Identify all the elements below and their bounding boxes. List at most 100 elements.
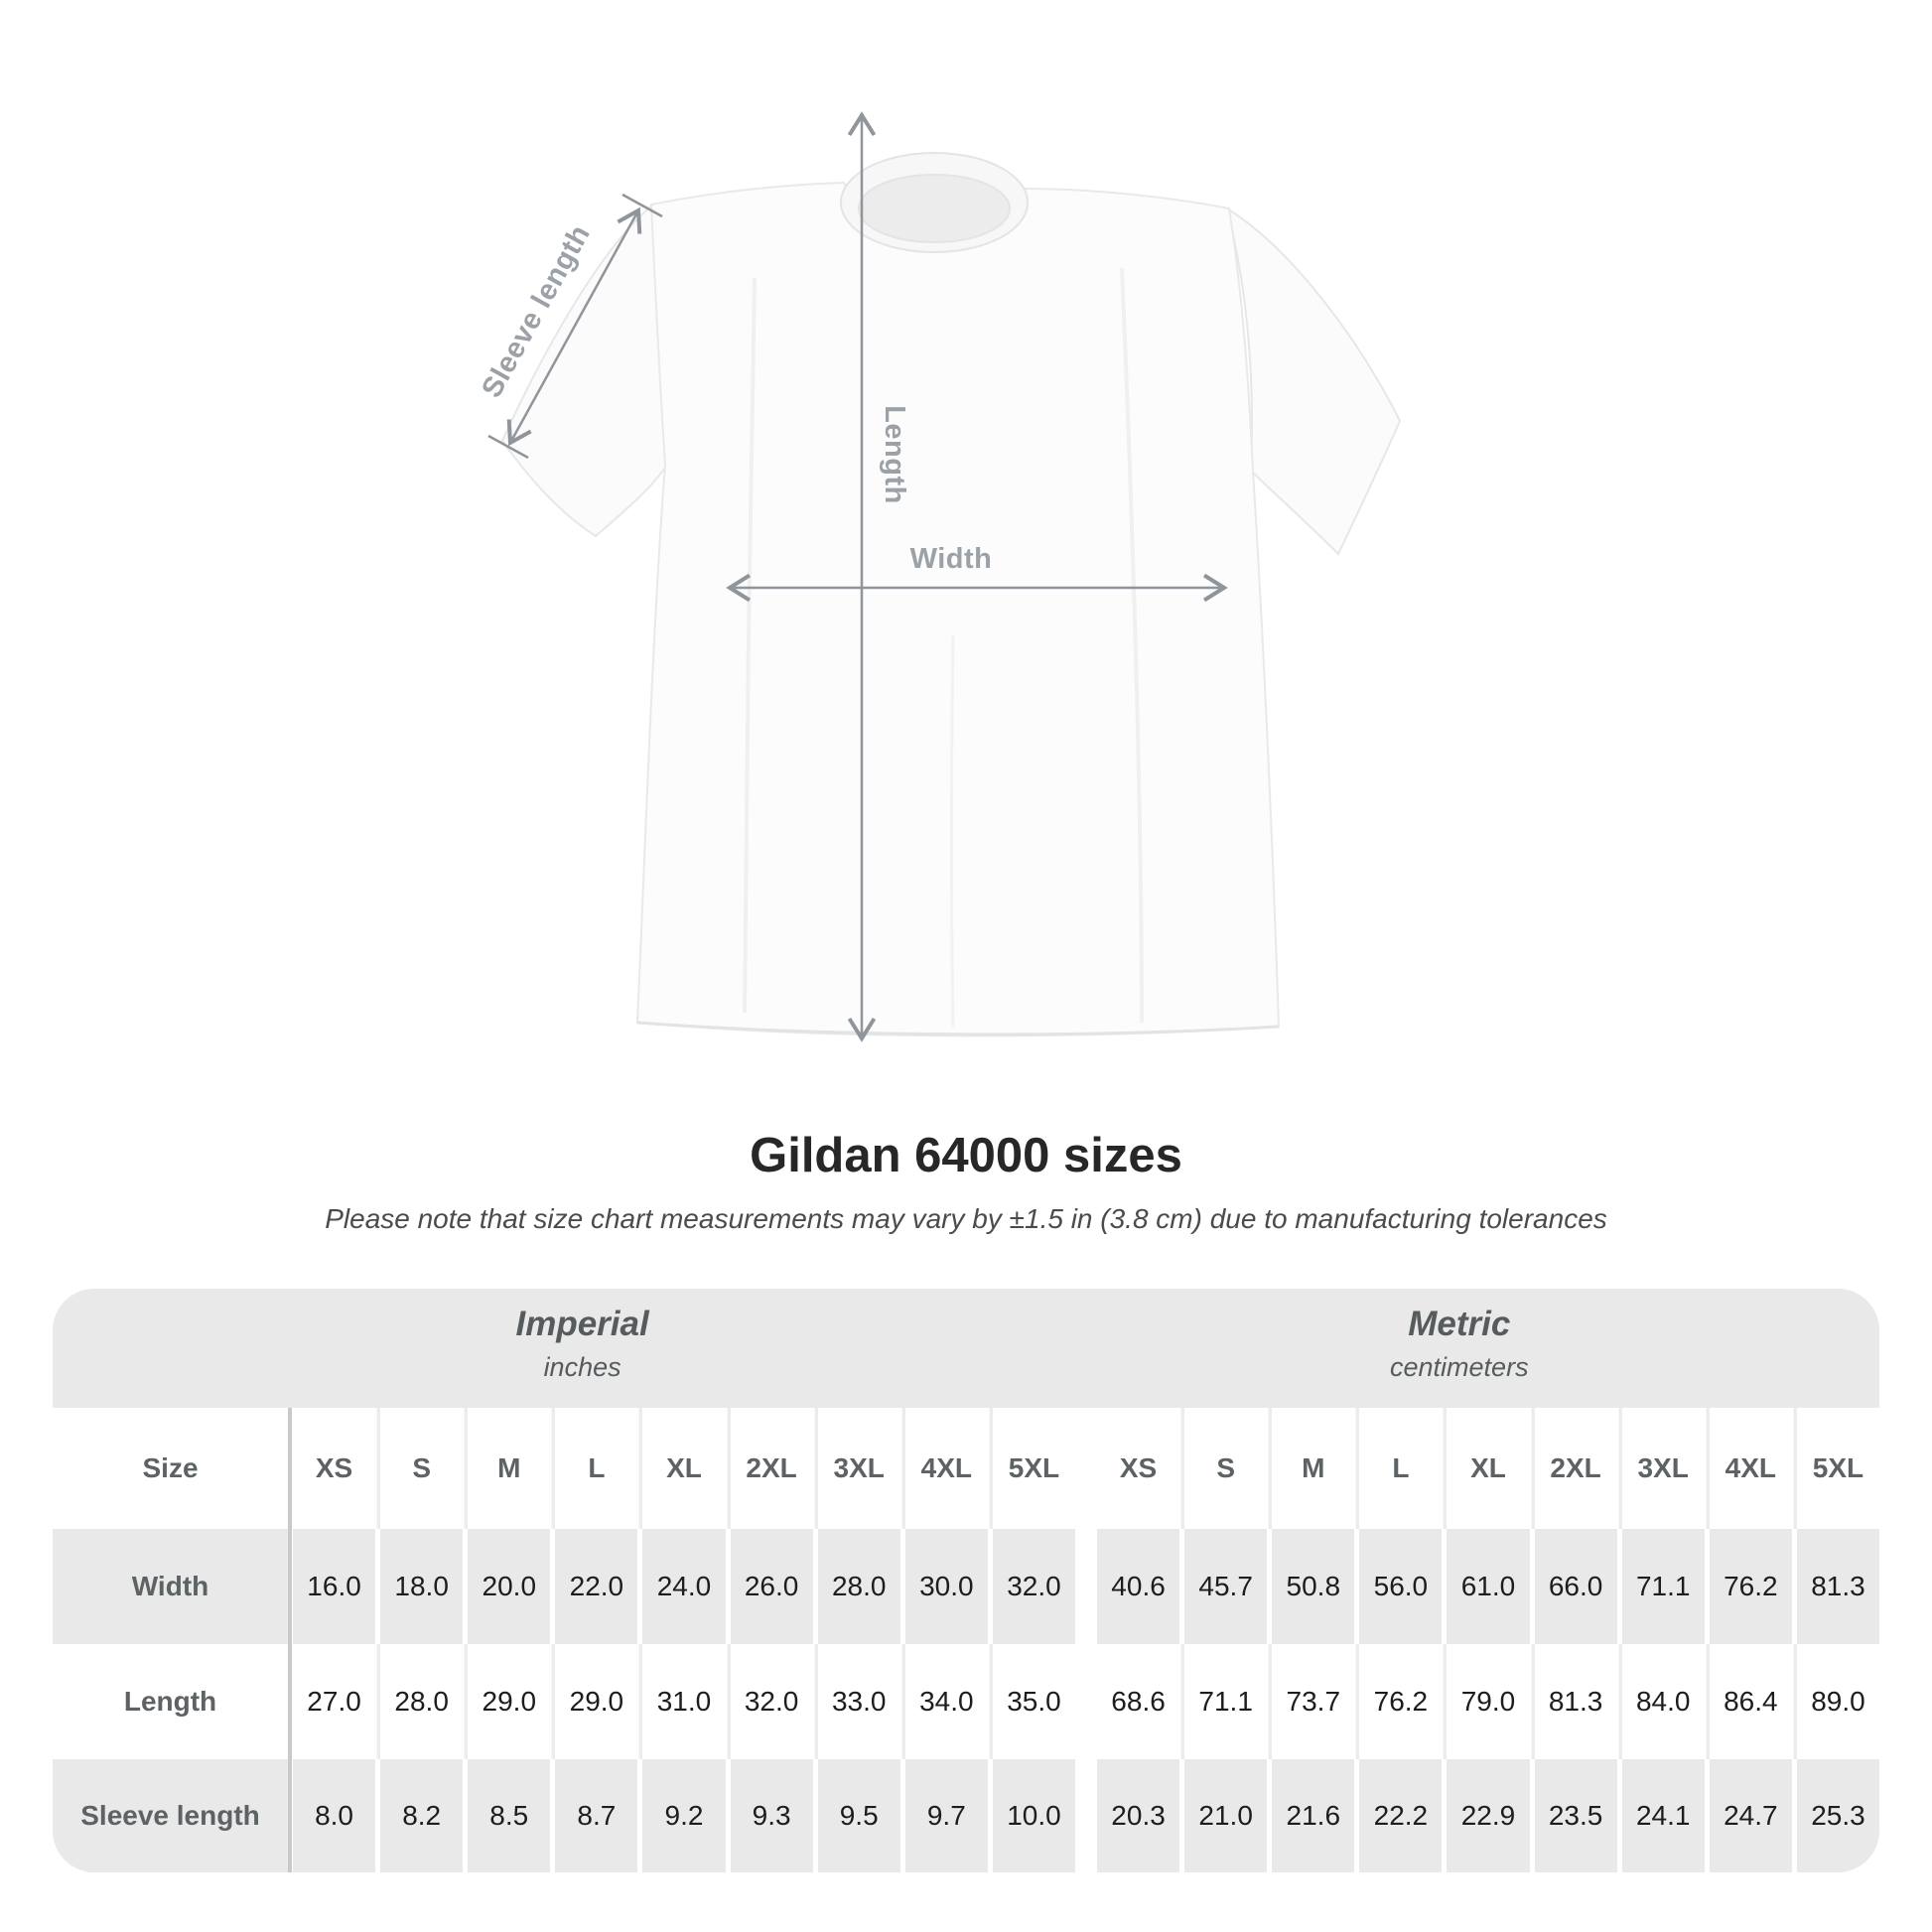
table-cell: 25.3	[1796, 1759, 1879, 1872]
imperial-header: Imperial inches	[335, 1305, 831, 1383]
imperial-unit: inches	[543, 1352, 621, 1382]
table-cell: 28.0	[380, 1644, 464, 1759]
metric-title: Metric	[1408, 1305, 1511, 1343]
size-col-header: 2XL	[730, 1408, 813, 1529]
table-cell: 20.3	[1097, 1759, 1180, 1872]
table-cell: 8.7	[555, 1759, 638, 1872]
table-row-sizes: Size XS S M L XL 2XL 3XL 4XL 5XL XS S M …	[53, 1408, 1879, 1529]
table-row-length: Length 27.0 28.0 29.0 29.0 31.0 32.0 33.…	[53, 1644, 1879, 1759]
table-cell: 8.0	[293, 1759, 376, 1872]
table-cell: 56.0	[1359, 1529, 1443, 1644]
table-cell: 89.0	[1796, 1644, 1879, 1759]
size-col-header: S	[1184, 1408, 1268, 1529]
table-cell: 30.0	[904, 1529, 988, 1644]
fold-line	[1120, 267, 1144, 1024]
table-cell: 24.1	[1621, 1759, 1705, 1872]
units-header-band: Imperial inches Metric centimeters	[53, 1289, 1879, 1408]
table-cell: 9.5	[817, 1759, 900, 1872]
tshirt-diagram: Sleeve length Length Width	[476, 111, 1402, 1042]
table-cell: 68.6	[1097, 1644, 1180, 1759]
tshirt-right-sleeve	[1225, 206, 1402, 556]
table-cell: 32.0	[992, 1529, 1075, 1644]
size-col-header: S	[380, 1408, 464, 1529]
table-cell: 76.2	[1359, 1644, 1443, 1759]
size-col-header: XS	[1097, 1408, 1180, 1529]
table-cell: 22.9	[1447, 1759, 1530, 1872]
table-cell: 28.0	[817, 1529, 900, 1644]
table-cell: 81.3	[1534, 1644, 1617, 1759]
table-cell: 8.5	[468, 1759, 551, 1872]
tolerance-note: Please note that size chart measurements…	[325, 1203, 1607, 1234]
table-cell: 8.2	[380, 1759, 464, 1872]
table-cell: 45.7	[1184, 1529, 1268, 1644]
hem-line	[636, 1021, 1280, 1036]
size-col-header: L	[555, 1408, 638, 1529]
size-col-header: 2XL	[1534, 1408, 1617, 1529]
table-cell: 20.0	[468, 1529, 551, 1644]
table-cell: 79.0	[1447, 1644, 1530, 1759]
table-cell: 9.2	[642, 1759, 726, 1872]
table-cell: 31.0	[642, 1644, 726, 1759]
table-cell: 24.7	[1709, 1759, 1792, 1872]
table-cell: 10.0	[992, 1759, 1075, 1872]
table-cell: 71.1	[1621, 1529, 1705, 1644]
table-cell: 32.0	[730, 1644, 813, 1759]
table-cell: 9.7	[904, 1759, 988, 1872]
length-label: Length	[879, 405, 910, 504]
table-cell: 27.0	[293, 1644, 376, 1759]
table-cell: 22.0	[555, 1529, 638, 1644]
table-cell: 26.0	[730, 1529, 813, 1644]
metric-unit: centimeters	[1390, 1352, 1529, 1382]
size-col-header: XS	[293, 1408, 376, 1529]
table-row-sleeve-length: Sleeve length 8.0 8.2 8.5 8.7 9.2 9.3 9.…	[53, 1759, 1879, 1872]
size-col-header: 4XL	[904, 1408, 988, 1529]
table-cell: 66.0	[1534, 1529, 1617, 1644]
size-col-header: XL	[642, 1408, 726, 1529]
size-col-header: 3XL	[817, 1408, 900, 1529]
table-cell: 16.0	[293, 1529, 376, 1644]
sleeve-dim-cap-top	[621, 193, 663, 218]
metric-header: Metric centimeters	[1211, 1305, 1708, 1383]
table-cell: 86.4	[1709, 1644, 1792, 1759]
size-col-header: M	[1272, 1408, 1355, 1529]
page-title: Gildan 64000 sizes	[750, 1129, 1182, 1182]
table-cell: 40.6	[1097, 1529, 1180, 1644]
table-cell: 50.8	[1272, 1529, 1355, 1644]
table-cell: 61.0	[1447, 1529, 1530, 1644]
collar-opening	[859, 175, 1010, 242]
size-col-header: M	[468, 1408, 551, 1529]
table-cell: 23.5	[1534, 1759, 1617, 1872]
table-cell: 29.0	[555, 1644, 638, 1759]
table-cell: 29.0	[468, 1644, 551, 1759]
size-col-header: 5XL	[992, 1408, 1075, 1529]
table-cell: 71.1	[1184, 1644, 1268, 1759]
table-cell: 73.7	[1272, 1644, 1355, 1759]
imperial-title: Imperial	[515, 1305, 649, 1343]
table-cell: 34.0	[904, 1644, 988, 1759]
row-header-length: Length	[53, 1644, 288, 1759]
fold-line	[950, 634, 955, 1029]
table-cell: 21.0	[1184, 1759, 1268, 1872]
table-cell: 9.3	[730, 1759, 813, 1872]
sleeve-dim-cap-bottom	[487, 434, 529, 460]
size-col-header: L	[1359, 1408, 1443, 1529]
table-cell: 84.0	[1621, 1644, 1705, 1759]
size-col-header: 3XL	[1621, 1408, 1705, 1529]
sleeve-length-arrow	[506, 207, 642, 447]
table-cell: 35.0	[992, 1644, 1075, 1759]
row-header-width: Width	[53, 1529, 288, 1644]
row-header-sleeve-length: Sleeve length	[53, 1759, 288, 1872]
table-cell: 21.6	[1272, 1759, 1355, 1872]
width-label: Width	[910, 543, 993, 575]
half-divider	[1080, 1759, 1092, 1872]
half-divider	[1080, 1644, 1092, 1759]
half-divider	[1080, 1529, 1092, 1644]
row-header-size: Size	[53, 1408, 288, 1529]
size-chart-table: Imperial inches Metric centimeters Size …	[53, 1289, 1879, 1872]
table-cell: 22.2	[1359, 1759, 1443, 1872]
table-cell: 24.0	[642, 1529, 726, 1644]
fold-line	[743, 277, 757, 1014]
table-cell: 76.2	[1709, 1529, 1792, 1644]
table-cell: 18.0	[380, 1529, 464, 1644]
size-col-header: 5XL	[1796, 1408, 1879, 1529]
